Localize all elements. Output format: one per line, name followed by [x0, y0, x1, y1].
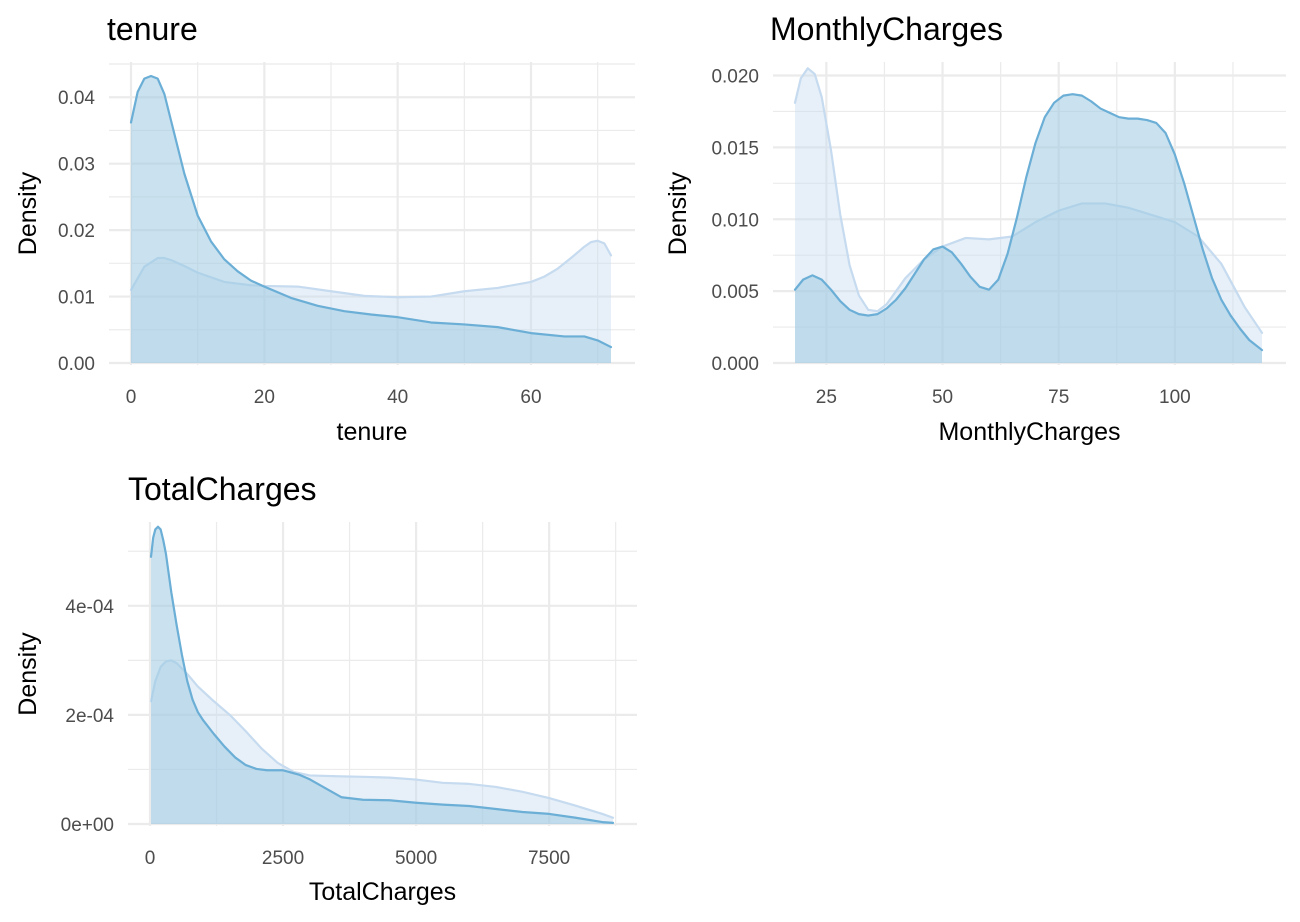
y-tick-label: 0.04 — [58, 88, 95, 109]
x-axis-title: tenure — [337, 418, 408, 446]
y-tick-label: 0.00 — [58, 354, 95, 375]
y-tick-label: 0.02 — [58, 221, 95, 242]
x-tick-label: 0 — [145, 848, 156, 869]
y-axis-title: Density — [14, 171, 42, 255]
y-axis-title: Density — [14, 632, 42, 716]
y-tick-label: 0.015 — [711, 138, 759, 159]
x-tick-label: 50 — [932, 387, 953, 408]
y-tick-label: 0.020 — [711, 67, 759, 88]
panel-title: tenure — [107, 11, 198, 47]
x-axis-title: MonthlyCharges — [938, 418, 1120, 446]
y-tick-label: 0.03 — [58, 155, 95, 176]
x-tick-label: 5000 — [395, 848, 437, 869]
y-tick-label: 0.01 — [58, 288, 95, 309]
y-tick-label: 0.010 — [711, 210, 759, 231]
x-tick-label: 7500 — [528, 848, 570, 869]
y-tick-label: 4e-04 — [65, 597, 114, 618]
panel-title: TotalCharges — [128, 471, 317, 507]
y-tick-label: 0.000 — [711, 354, 759, 375]
density-area-series-2 — [131, 75, 611, 364]
density-line-series-2 — [149, 525, 615, 825]
y-tick-label: 2e-04 — [65, 706, 114, 727]
x-axis-title: TotalCharges — [309, 878, 456, 906]
panel-MonthlyCharges: 0.000 0.005 0.010 0.015 0.020 25 50 75 100 Monthl… — [664, 11, 1286, 446]
y-tick-label: 0.005 — [711, 282, 759, 303]
y-tick-label: 0e+00 — [61, 815, 114, 836]
x-tick-label: 75 — [1048, 387, 1069, 408]
panel-TotalCharges: 0e+00 2e-04 4e-04 0 2500 5000 7500 TotalCharges… — [14, 471, 637, 906]
density-line-series-2 — [129, 74, 613, 349]
x-tick-label: 40 — [387, 387, 408, 408]
x-tick-label: 100 — [1159, 387, 1191, 408]
density-line-series-2 — [793, 93, 1264, 352]
panel-title: MonthlyCharges — [770, 11, 1003, 47]
x-tick-label: 0 — [126, 387, 137, 408]
density-area-series-2 — [795, 94, 1262, 363]
panel-tenure: 0.00 0.01 0.02 0.03 0.04 0 20 40 60 tenure Density… — [14, 11, 635, 446]
y-axis-title: Density — [664, 171, 692, 255]
x-tick-label: 2500 — [262, 848, 304, 869]
density-area-series-2 — [151, 526, 613, 824]
x-tick-label: 25 — [816, 387, 837, 408]
x-tick-label: 20 — [254, 387, 275, 408]
x-tick-label: 60 — [520, 387, 541, 408]
